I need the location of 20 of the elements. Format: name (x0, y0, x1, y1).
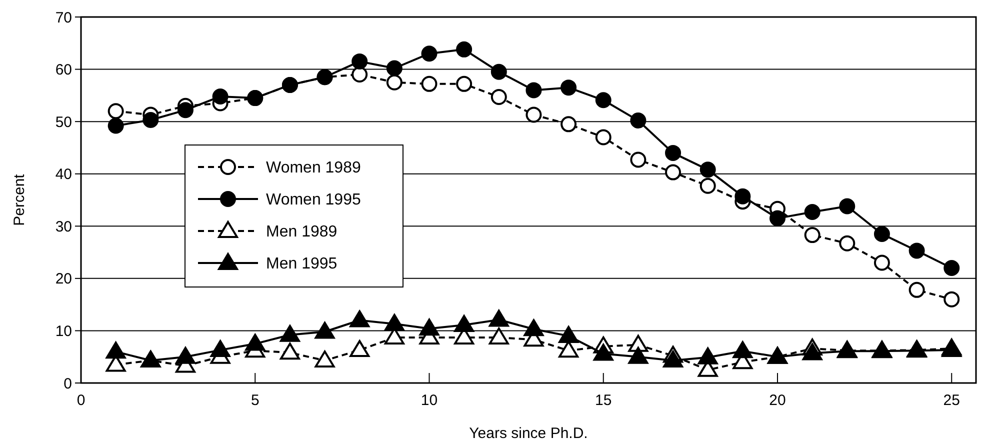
y-tick-label: 10 (55, 322, 72, 340)
y-tick-label: 30 (55, 218, 72, 236)
x-tick-label: 15 (595, 392, 612, 409)
legend-label: Women 1995 (266, 192, 361, 209)
legend-label: Men 1989 (266, 224, 338, 241)
legend-label: Men 1995 (266, 256, 338, 273)
x-tick-label: 0 (76, 392, 86, 409)
y-tick-label: 20 (55, 270, 72, 288)
y-tick-label: 0 (64, 375, 72, 392)
y-axis-title: Percent (11, 173, 28, 226)
legend-label: Women 1989 (266, 160, 361, 177)
y-tick-label: 40 (55, 166, 72, 184)
x-axis-title: Years since Ph.D. (469, 425, 588, 442)
x-tick-label: 25 (943, 392, 960, 409)
x-tick-label: 10 (420, 392, 438, 409)
x-tick-label: 20 (769, 392, 786, 409)
y-tick-label: 50 (55, 114, 72, 131)
x-tick-label: 5 (250, 392, 260, 409)
y-tick-label: 70 (55, 9, 72, 26)
y-tick-label: 60 (55, 62, 72, 79)
